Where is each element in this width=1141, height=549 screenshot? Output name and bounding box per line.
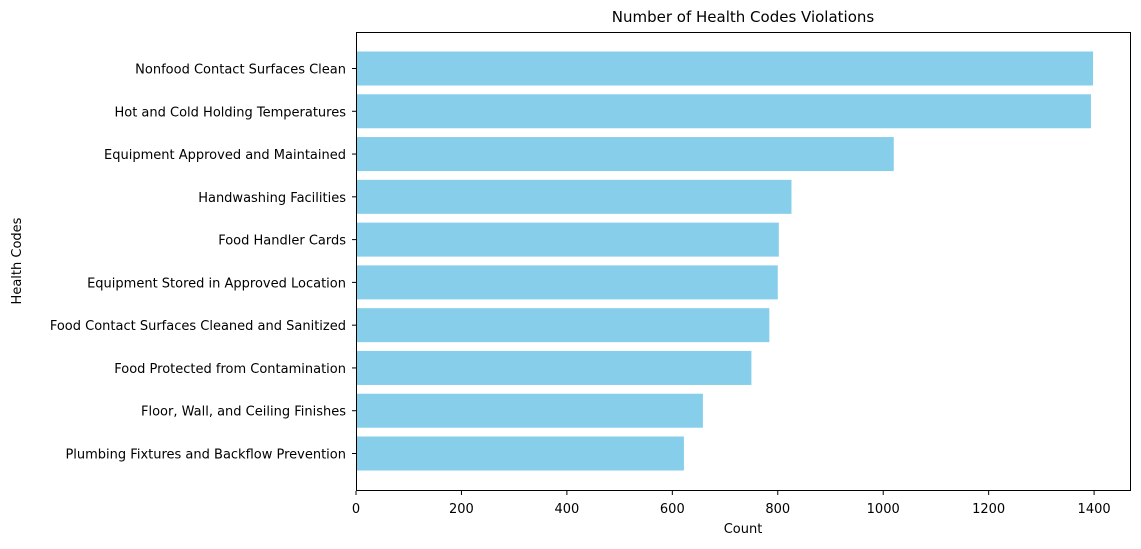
x-axis-ticks: 0 200 400 600 800 1000 1200 1400 — [352, 491, 1111, 517]
bar-4 — [356, 222, 779, 257]
bar-5 — [356, 265, 778, 300]
y-tick-label: Hot and Cold Holding Temperatures — [114, 105, 346, 120]
y-tick-label: Food Protected from Contamination — [114, 362, 346, 377]
x-tick-label: 1200 — [972, 502, 1005, 517]
x-tick-label: 0 — [352, 502, 360, 517]
bar-3 — [356, 179, 792, 214]
y-axis-label: Health Codes — [10, 217, 25, 304]
bar-7 — [356, 350, 752, 385]
x-tick-label: 1400 — [1078, 502, 1111, 517]
bar-2 — [356, 137, 894, 172]
y-tick-label: Food Handler Cards — [218, 234, 346, 249]
y-tick-label: Equipment Stored in Approved Location — [87, 276, 346, 291]
y-tick-label: Equipment Approved and Maintained — [104, 148, 346, 163]
x-tick-label: 1000 — [867, 502, 900, 517]
y-tick-label: Floor, Wall, and Ceiling Finishes — [141, 405, 346, 420]
x-tick-label: 400 — [554, 502, 579, 517]
x-tick-label: 600 — [660, 502, 685, 517]
plot-frame — [356, 32, 1131, 491]
y-tick-label: Plumbing Fixtures and Backflow Preventio… — [65, 448, 346, 463]
x-tick-label: 200 — [449, 502, 474, 517]
y-tick-label: Food Contact Surfaces Cleaned and Saniti… — [50, 319, 346, 334]
bar-9 — [356, 436, 684, 471]
bar-6 — [356, 308, 770, 343]
bar-0 — [356, 51, 1094, 86]
x-axis-label: Count — [724, 522, 763, 537]
bar-8 — [356, 393, 703, 428]
y-tick-label: Nonfood Contact Surfaces Clean — [135, 63, 346, 78]
y-tick-label: Handwashing Facilities — [198, 191, 346, 206]
bar-1 — [356, 94, 1091, 129]
y-axis-ticks: Nonfood Contact Surfaces Clean Hot and Co… — [50, 63, 356, 463]
chart-title: Number of Health Codes Violations — [612, 8, 875, 26]
bars-layer — [356, 51, 1094, 471]
x-tick-label: 800 — [765, 502, 790, 517]
